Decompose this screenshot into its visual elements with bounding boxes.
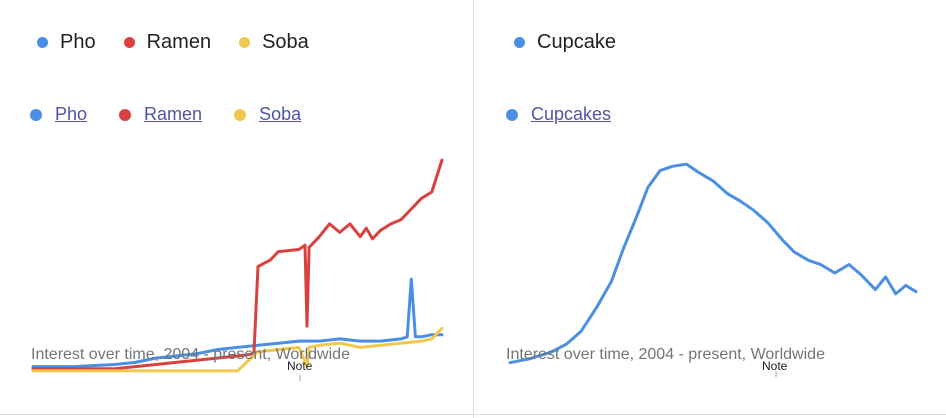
ramen-dot-icon [123,37,135,48]
soba-dot-icon [239,37,251,48]
chart-panel-left: Pho Ramen Soba Pho Ramen Soba Interest o… [30,31,444,381]
legend-label-soba: Soba [262,31,309,53]
series-line-cupcakes [508,162,918,365]
legend-item-soba: Soba [239,31,309,54]
legend-link-ramen[interactable]: Ramen [144,104,203,124]
chart-caption-left: Interest over time, 2004 - present, Worl… [31,346,350,363]
cupcakes-link-dot-icon [506,108,518,121]
cupcake-dot-icon [514,37,525,48]
note-link-right[interactable]: Note [762,359,788,373]
legend-link-cupcakes[interactable]: Cupcakes [531,104,612,124]
legend-link-item-soba[interactable]: Soba [234,104,301,125]
legend-top-right: Cupcake [514,31,644,54]
legend-label-cupcake: Cupcake [537,31,616,53]
series-line-ramen [31,158,444,371]
panel-divider [473,0,474,418]
legend-link-item-ramen[interactable]: Ramen [119,104,202,125]
legend-links-left: Pho Ramen Soba [30,104,333,125]
legend-item-pho: Pho [37,31,96,54]
legend-label-pho: Pho [60,31,96,53]
chart-caption-right: Interest over time, 2004 - present, Worl… [506,346,825,363]
series-line-pho [31,277,444,369]
line-chart-left [31,158,444,381]
legend-label-ramen: Ramen [146,31,212,53]
ramen-link-dot-icon [119,108,132,121]
legend-item-ramen: Ramen [123,31,212,54]
bottom-divider [0,414,946,415]
series-line-soba [31,326,444,373]
pho-link-dot-icon [30,108,42,121]
legend-links-right: Cupcakes [506,104,643,125]
legend-link-pho[interactable]: Pho [55,104,88,124]
legend-link-item-cupcakes[interactable]: Cupcakes [506,104,611,125]
pho-dot-icon [37,37,48,48]
legend-top-left: Pho Ramen Soba [37,31,337,54]
legend-item-cupcake: Cupcake [514,31,616,54]
soba-link-dot-icon [234,108,247,121]
chart-panel-right: Cupcake Cupcakes Interest over time, 200… [474,0,946,418]
line-chart-right [508,162,918,377]
note-link-left[interactable]: Note [287,359,313,373]
legend-link-item-pho[interactable]: Pho [30,104,87,125]
legend-link-soba[interactable]: Soba [259,104,302,124]
